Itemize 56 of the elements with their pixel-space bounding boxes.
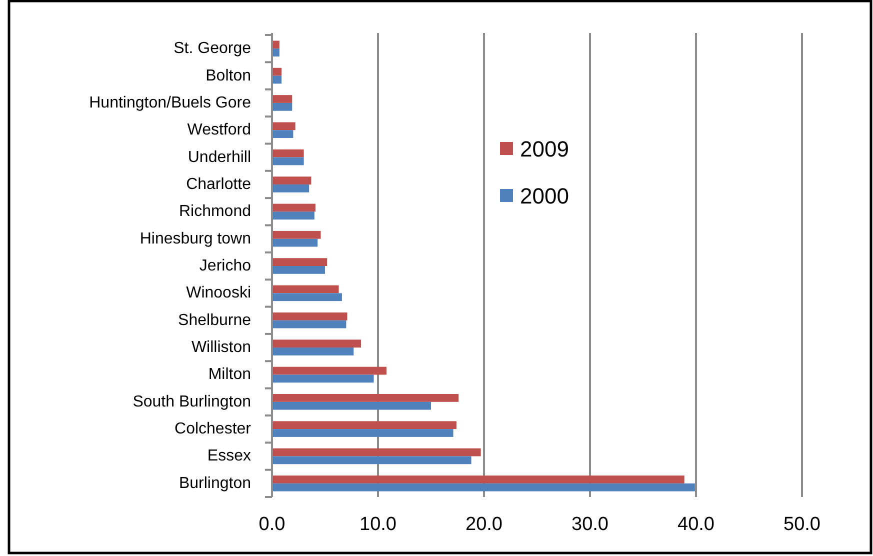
legend-label: 2000 [520, 184, 569, 208]
y-tick-label: St. George [174, 40, 252, 58]
bar [272, 285, 339, 294]
y-tick-label: Jericho [199, 258, 252, 274]
y-tick-label: Richmond [178, 203, 251, 220]
bar [272, 402, 431, 410]
bar [272, 448, 481, 456]
y-tick-label: Williston [191, 339, 251, 356]
x-tick-label: 50.0 [784, 514, 820, 535]
bar [272, 348, 354, 356]
y-tick-label: Westford [187, 122, 251, 139]
bar [272, 149, 304, 158]
bar [272, 238, 318, 247]
bar [272, 68, 282, 76]
bar [272, 320, 346, 328]
bar [272, 130, 294, 138]
y-tick-label: Burlington [178, 474, 251, 492]
bar [272, 312, 348, 320]
bar [272, 421, 456, 430]
bar [272, 102, 292, 111]
bar [272, 476, 684, 484]
x-tick-label: 30.0 [572, 514, 608, 535]
bar [272, 176, 312, 184]
x-tick-label: 0.0 [258, 514, 286, 535]
bar [272, 374, 374, 383]
bar [272, 483, 695, 492]
legend-label: 2009 [520, 136, 569, 162]
bar [272, 429, 454, 437]
bar [272, 184, 310, 192]
bar [272, 122, 296, 130]
bar [272, 258, 328, 266]
bar [272, 366, 386, 375]
y-tick-label: Hinesburg town [140, 230, 251, 248]
x-tick-label: 40.0 [678, 514, 714, 535]
bar [272, 230, 321, 239]
bar [272, 293, 342, 302]
bar [272, 204, 316, 212]
y-tick-label: Colchester [174, 420, 252, 438]
bar [272, 212, 314, 220]
y-tick-label: Underhill [188, 148, 251, 166]
bar [272, 340, 362, 348]
y-tick-label: Milton [208, 366, 251, 384]
y-tick-label: Essex [207, 448, 251, 465]
bar [272, 95, 292, 103]
y-tick-label: South Burlington [132, 393, 251, 410]
bar [272, 157, 304, 166]
x-tick-label: 10.0 [360, 514, 396, 535]
y-tick-label: Charlotte [186, 176, 252, 193]
y-tick-label: Shelburne [178, 312, 252, 329]
x-tick-label: 20.0 [466, 514, 502, 535]
bar [272, 394, 459, 402]
y-tick-label: Huntington/Buels Gore [89, 94, 252, 112]
y-tick-label: Winooski [186, 284, 251, 302]
bar [272, 266, 325, 274]
bar [272, 456, 472, 464]
y-tick-label: Bolton [206, 67, 251, 84]
